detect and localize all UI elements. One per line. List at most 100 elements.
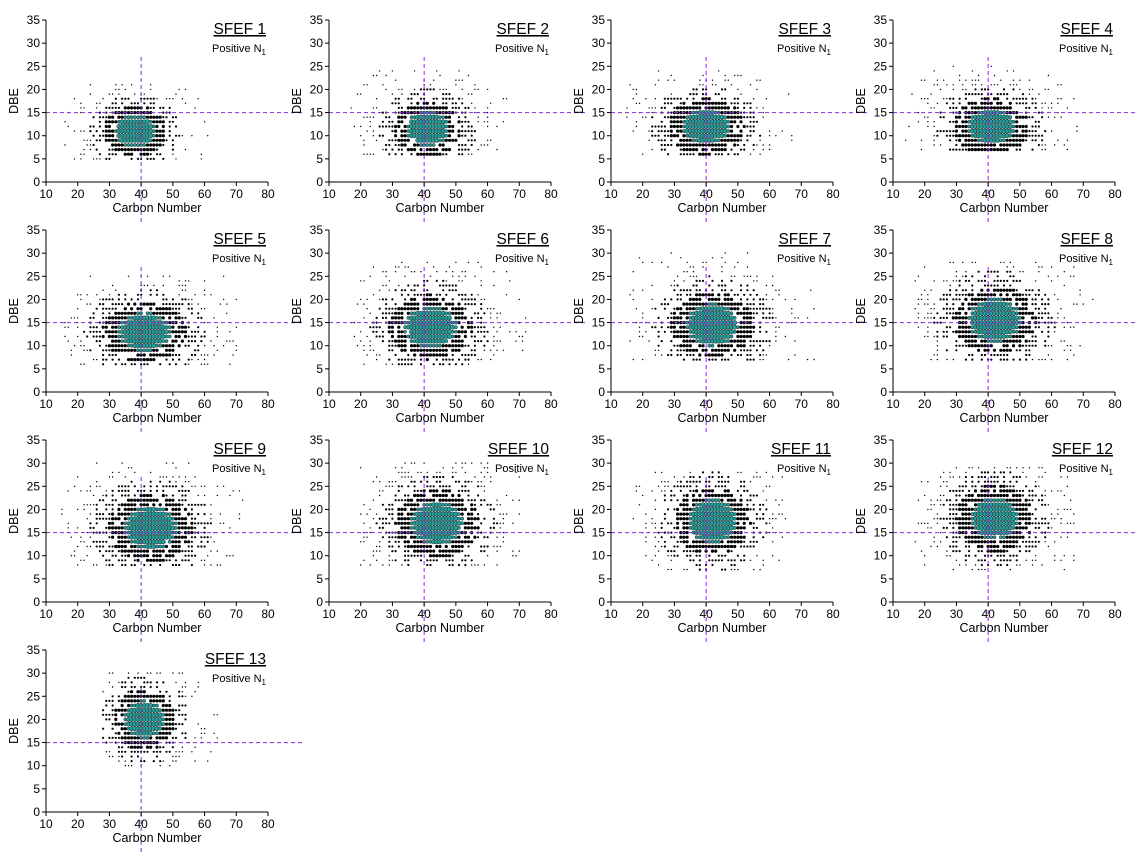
data-point xyxy=(407,563,410,567)
data-point xyxy=(708,284,711,287)
data-point xyxy=(772,298,774,301)
data-point xyxy=(685,344,689,348)
data-point xyxy=(400,521,404,525)
data-point xyxy=(86,490,88,492)
data-point xyxy=(155,129,159,133)
data-point xyxy=(464,293,467,296)
data-point xyxy=(682,325,686,329)
data-point xyxy=(435,106,439,110)
data-point xyxy=(961,344,964,347)
data-point xyxy=(416,302,420,306)
data-point xyxy=(425,148,429,152)
data-point xyxy=(667,102,670,105)
data-point xyxy=(1044,312,1047,315)
data-point xyxy=(363,541,365,543)
data-point xyxy=(142,348,147,353)
data-point xyxy=(739,148,743,151)
data-point xyxy=(949,139,952,142)
data-point xyxy=(67,326,69,328)
data-point xyxy=(1002,348,1006,352)
data-point xyxy=(949,97,952,100)
data-point xyxy=(955,298,958,301)
data-point xyxy=(1005,297,1009,301)
data-point xyxy=(987,284,990,287)
data-point xyxy=(117,303,120,306)
data-point xyxy=(980,344,984,348)
data-point xyxy=(733,106,737,110)
data-point xyxy=(142,554,146,558)
data-point xyxy=(184,280,187,282)
data-point xyxy=(473,139,476,142)
data-point xyxy=(130,298,133,301)
data-point xyxy=(973,101,978,105)
y-tick-label: 25 xyxy=(310,59,324,73)
data-point xyxy=(635,321,638,324)
data-point xyxy=(1018,124,1022,129)
data-point xyxy=(89,490,92,492)
data-point xyxy=(461,102,464,105)
data-point xyxy=(171,303,174,306)
data-point xyxy=(89,536,92,538)
data-point xyxy=(691,307,696,311)
data-point xyxy=(670,312,673,315)
data-point xyxy=(102,513,105,516)
x-tick-label: 10 xyxy=(39,607,53,621)
data-point xyxy=(967,302,971,306)
data-point xyxy=(451,540,455,544)
data-point xyxy=(685,316,689,320)
data-point xyxy=(165,462,168,464)
data-point xyxy=(171,494,174,497)
data-point xyxy=(1008,106,1012,110)
data-point xyxy=(470,139,473,142)
data-point xyxy=(717,143,721,147)
data-point xyxy=(499,312,501,314)
data-point xyxy=(723,293,727,297)
data-point xyxy=(1031,102,1034,105)
data-point xyxy=(676,316,680,320)
data-point xyxy=(1024,339,1028,343)
data-point xyxy=(1054,331,1056,333)
data-point xyxy=(670,316,673,319)
data-point xyxy=(486,462,489,464)
data-point xyxy=(187,550,190,553)
data-point xyxy=(936,349,939,351)
data-point xyxy=(1054,144,1056,146)
data-point xyxy=(670,143,673,147)
data-point xyxy=(1008,133,1013,138)
data-point xyxy=(813,308,815,310)
data-point xyxy=(958,74,961,77)
data-point xyxy=(108,148,111,151)
data-point xyxy=(397,97,400,100)
data-point xyxy=(1060,84,1062,86)
data-point xyxy=(432,106,436,110)
data-point xyxy=(958,298,961,301)
data-point xyxy=(461,130,464,133)
data-point xyxy=(717,93,720,96)
x-tick-label: 50 xyxy=(449,397,463,411)
data-point xyxy=(1041,116,1044,119)
data-point xyxy=(238,490,241,492)
data-point xyxy=(464,143,467,147)
data-point xyxy=(460,307,464,311)
data-point xyxy=(952,148,955,151)
data-point xyxy=(989,101,993,105)
data-point xyxy=(977,74,980,77)
data-point xyxy=(378,125,381,128)
data-point xyxy=(407,554,410,557)
data-point xyxy=(111,526,115,530)
data-point xyxy=(120,512,124,516)
data-point xyxy=(461,363,464,366)
data-point xyxy=(1031,125,1034,128)
data-point xyxy=(210,518,212,520)
data-point xyxy=(178,134,181,137)
data-point xyxy=(930,308,932,310)
data-point xyxy=(410,97,413,100)
data-point xyxy=(955,275,958,277)
data-point xyxy=(936,345,939,347)
data-point xyxy=(423,97,426,100)
data-point xyxy=(423,279,426,282)
data-point xyxy=(986,97,990,101)
data-point xyxy=(1047,312,1050,315)
data-point xyxy=(460,325,464,329)
data-point xyxy=(360,135,362,137)
